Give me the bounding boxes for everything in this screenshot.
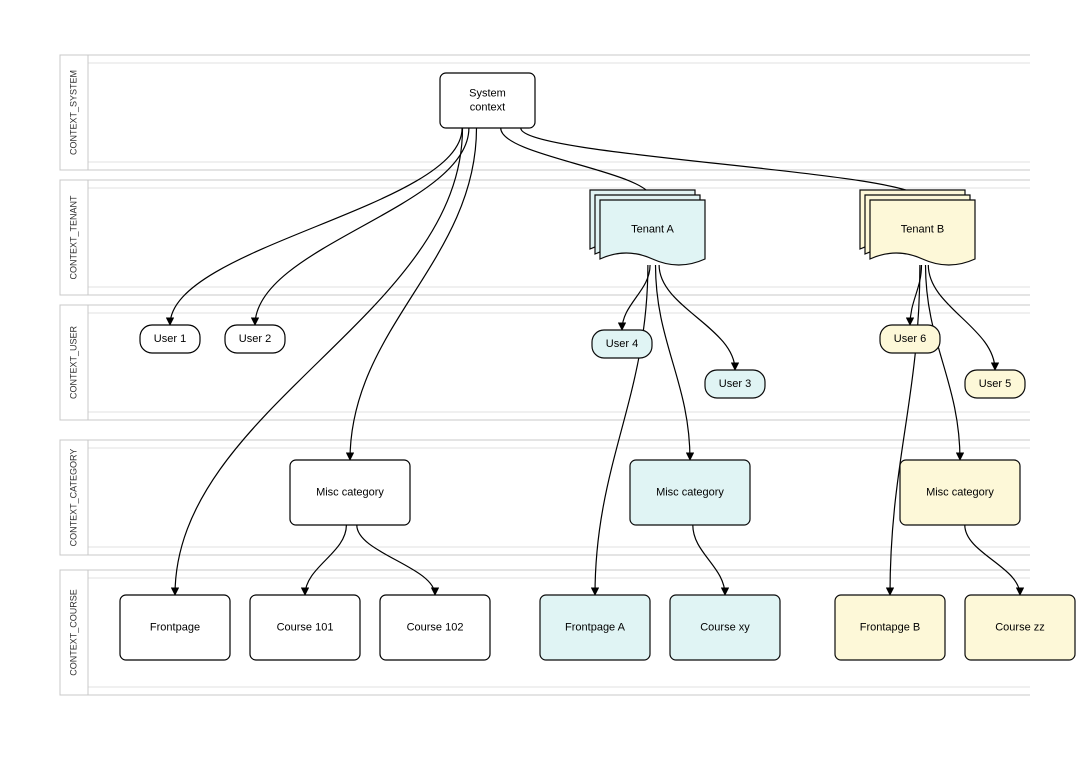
node-u5: User 5 [965, 370, 1025, 398]
node-label: Course 101 [277, 622, 334, 634]
edge [521, 128, 923, 200]
swimlane-label: CONTEXT_USER [68, 325, 78, 399]
node-fpA: Frontpage A [540, 595, 650, 660]
node-label: User 5 [979, 378, 1011, 390]
swimlane-label: CONTEXT_CATEGORY [68, 449, 78, 547]
node-label: Misc category [656, 487, 724, 499]
context-diagram: CONTEXT_SYSTEM CONTEXT_TENANT CONTEXT_USER… [0, 0, 1078, 763]
nodes-layer: Systemcontext Tenant A Tenant B User 1 User … [120, 73, 1075, 660]
edge [622, 265, 650, 330]
node-label: Tenant A [631, 224, 674, 236]
edge [693, 525, 725, 595]
node-label: Frontpage A [565, 622, 626, 634]
node-cat1: Misc category [290, 460, 410, 525]
edge [305, 525, 346, 595]
node-u1: User 1 [140, 325, 200, 353]
edge [656, 265, 691, 460]
node-label: Misc category [926, 487, 994, 499]
node-u6: User 6 [880, 325, 940, 353]
node-label: User 1 [154, 333, 186, 345]
node-label: User 4 [606, 338, 638, 350]
node-fp: Frontpage [120, 595, 230, 660]
node-label: Tenant B [901, 224, 944, 236]
node-sys: Systemcontext [440, 73, 535, 128]
node-tenA: Tenant A [590, 190, 705, 265]
node-czz: Course zz [965, 595, 1075, 660]
edge [928, 265, 995, 370]
node-cxy: Course xy [670, 595, 780, 660]
node-u3: User 3 [705, 370, 765, 398]
edge [357, 525, 435, 595]
node-label: User 2 [239, 333, 271, 345]
node-u2: User 2 [225, 325, 285, 353]
node-label: User 6 [894, 333, 926, 345]
node-cat3: Misc category [900, 460, 1020, 525]
edge [350, 128, 477, 460]
node-label: User 3 [719, 378, 751, 390]
node-fpB: Frontapge B [835, 595, 945, 660]
swimlane-label: CONTEXT_COURSE [68, 589, 78, 676]
edge [965, 525, 1020, 595]
node-c102: Course 102 [380, 595, 490, 660]
node-label: Frontpage [150, 622, 200, 634]
node-cat2: Misc category [630, 460, 750, 525]
node-tenB: Tenant B [860, 190, 975, 265]
swimlane-label: CONTEXT_SYSTEM [68, 70, 78, 155]
node-label: Course zz [995, 622, 1045, 634]
edge [926, 265, 961, 460]
edge [890, 265, 920, 595]
node-label: Frontapge B [860, 622, 921, 634]
edge [595, 265, 648, 595]
node-c101: Course 101 [250, 595, 360, 660]
edge [501, 128, 653, 200]
node-label: System [469, 88, 506, 100]
node-u4: User 4 [592, 330, 652, 358]
swimlane-label: CONTEXT_TENANT [68, 195, 78, 280]
node-label: Course xy [700, 622, 750, 634]
node-label: Misc category [316, 487, 384, 499]
node-label: context [470, 101, 505, 113]
node-label: Course 102 [407, 622, 464, 634]
